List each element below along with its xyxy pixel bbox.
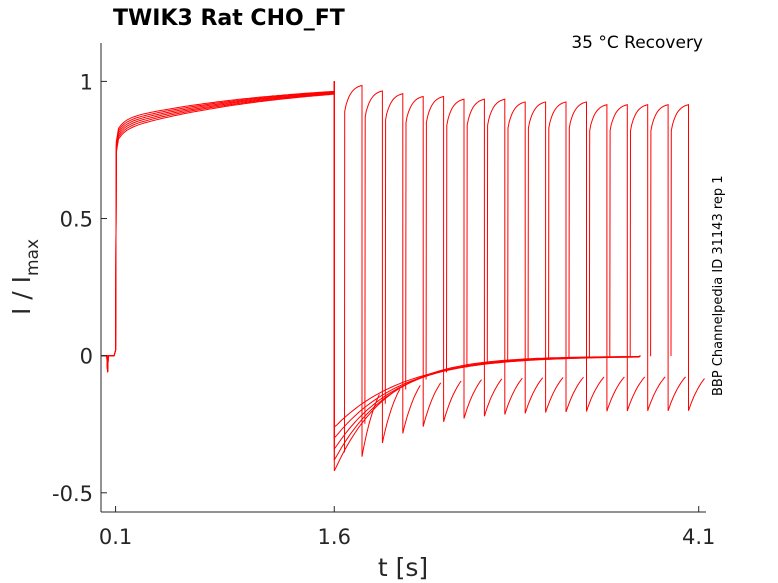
y-axis-label-sub: max <box>23 239 43 276</box>
side-label: BBP Channelpedia ID 31143 rep 1 <box>711 175 726 396</box>
y-tick-label: 0.5 <box>60 208 93 232</box>
trace-recovery-pulse-14 <box>609 104 646 412</box>
chart-title: TWIK3 Rat CHO_FT <box>113 6 345 31</box>
y-ticks: -0.5 0 0.5 1 <box>52 70 107 506</box>
trace-recovery-pulse-5 <box>425 95 462 423</box>
trace-recovery-pulse-7 <box>466 98 503 417</box>
y-tick-label: 1 <box>80 70 93 94</box>
trace-conditioning-5 <box>101 81 335 373</box>
trace-conditioning-2 <box>101 81 335 373</box>
x-ticks: 0.1 1.6 4.1 <box>99 506 715 549</box>
trace-conditioning-1 <box>101 81 335 373</box>
trace-recovery-pulse-13 <box>588 104 625 412</box>
chart-subtitle: 35 °C Recovery <box>571 33 703 53</box>
y-axis-label: I / Imax <box>7 239 43 315</box>
trace-conditioning-3 <box>101 81 335 373</box>
y-tick-label: -0.5 <box>52 482 93 506</box>
y-axis-label-main: I / I <box>7 276 36 315</box>
trace-recovery-pulse-12 <box>568 101 605 412</box>
trace-recovery-pulse-4 <box>405 95 442 427</box>
x-tick-label: 1.6 <box>318 525 351 549</box>
trace-recovery-pulse-1 <box>344 84 380 457</box>
trace-recovery-pulse-3 <box>384 93 421 434</box>
x-tick-label: 0.1 <box>99 525 132 549</box>
trace-recovery-pulse-16 <box>650 104 686 411</box>
trace-recovery-pulse-9 <box>507 101 544 414</box>
y-tick-label: 0 <box>80 345 93 369</box>
svg-text:I / Imax: I / Imax <box>7 239 43 315</box>
x-axis-label: t [s] <box>378 553 428 582</box>
trace-recovery-pulse-11 <box>548 101 584 413</box>
trace-recovery-pulse-17 <box>670 104 705 411</box>
plot-area: -0.5 0 0.5 1 0.1 1.6 4.1 <box>52 43 715 549</box>
trace-conditioning-4 <box>101 81 335 373</box>
traces <box>101 81 705 472</box>
trace-recovery-pulse-8 <box>486 98 523 415</box>
x-tick-label: 4.1 <box>682 525 715 549</box>
trace-conditioning-6 <box>101 81 335 373</box>
trace-recovery-pulse-15 <box>629 104 666 412</box>
trace-tail-5 <box>333 81 641 429</box>
trace-recovery-pulse-10 <box>527 101 564 413</box>
trace-recovery-pulse-2 <box>364 90 401 444</box>
trace-recovery-pulse-6 <box>446 98 482 419</box>
